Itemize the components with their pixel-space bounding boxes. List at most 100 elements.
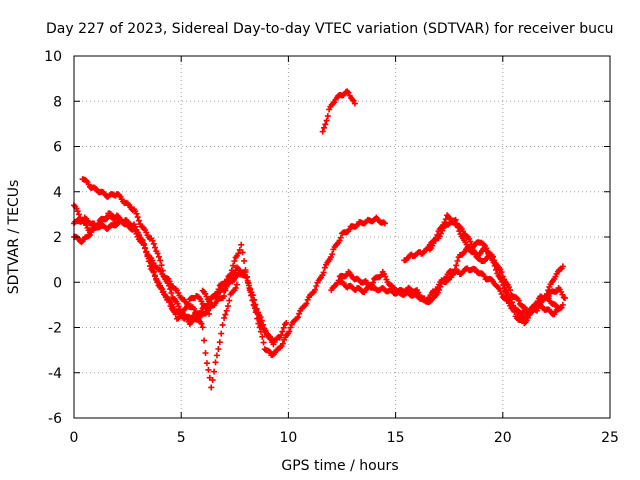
data-point	[135, 217, 142, 224]
data-point	[204, 307, 211, 314]
data-point	[157, 257, 164, 264]
data-point	[168, 289, 175, 296]
y-tick-label: 2	[53, 230, 62, 246]
data-point	[495, 265, 502, 272]
data-point	[279, 340, 286, 347]
y-tick-label: 4	[53, 185, 62, 201]
data-point	[555, 306, 562, 313]
data-point	[235, 250, 242, 257]
data-point	[283, 319, 290, 326]
data-point	[345, 89, 352, 96]
data-point	[245, 282, 252, 289]
data-point	[233, 281, 240, 288]
data-point	[278, 332, 285, 339]
y-tick-label: 0	[53, 275, 62, 291]
data-point	[257, 314, 264, 321]
data-point	[450, 269, 457, 276]
data-point	[132, 223, 139, 230]
data-point	[456, 228, 463, 235]
data-point	[248, 289, 255, 296]
series-trace-5	[319, 88, 358, 135]
x-tick-label: 5	[177, 430, 186, 446]
series-trace-4	[71, 212, 213, 322]
data-point	[134, 214, 141, 221]
data-point	[505, 296, 512, 303]
data-point	[313, 283, 320, 290]
data-point	[286, 328, 293, 335]
data-point	[257, 328, 264, 335]
data-point	[504, 292, 511, 299]
data-point	[511, 308, 518, 315]
data-point	[501, 284, 508, 291]
data-point	[279, 328, 286, 335]
data-point	[224, 303, 231, 310]
x-tick-label: 25	[601, 430, 619, 446]
data-point	[258, 317, 265, 324]
data-point	[322, 121, 329, 128]
data-point	[247, 286, 254, 293]
data-point	[192, 309, 199, 316]
data-point	[259, 333, 266, 340]
data-point	[453, 220, 460, 227]
data-point	[437, 283, 444, 290]
data-point	[502, 287, 509, 294]
data-point	[303, 300, 310, 307]
y-tick-label: -2	[48, 321, 62, 337]
data-point	[324, 113, 331, 120]
data-point	[172, 311, 179, 318]
data-point	[260, 321, 267, 328]
data-point	[133, 210, 140, 217]
data-point	[244, 277, 251, 284]
data-point	[515, 297, 522, 304]
data-point	[150, 240, 157, 247]
data-point	[198, 320, 205, 327]
data-point	[239, 249, 246, 256]
series-trace-10	[199, 271, 290, 348]
x-axis-label: GPS time / hours	[281, 458, 398, 474]
data-point	[249, 292, 256, 299]
y-axis-label: SDTVAR / TECUs	[6, 180, 22, 295]
data-point	[320, 269, 327, 276]
data-point	[158, 262, 165, 269]
data-point	[211, 368, 218, 375]
data-point	[86, 232, 93, 239]
data-point	[139, 237, 146, 244]
data-point	[251, 296, 258, 303]
data-point	[452, 266, 459, 273]
series-trace-9	[426, 212, 562, 327]
data-point	[199, 324, 206, 331]
data-point	[228, 267, 235, 274]
data-point	[223, 307, 230, 314]
data-point	[559, 263, 566, 270]
data-point	[499, 278, 506, 285]
data-point	[209, 377, 216, 384]
data-point	[227, 271, 234, 278]
data-point	[206, 310, 213, 317]
data-point	[453, 262, 460, 269]
data-point	[202, 349, 209, 356]
data-point	[320, 124, 327, 131]
data-point	[561, 295, 568, 302]
data-point	[216, 339, 223, 346]
x-tick-label: 10	[279, 430, 297, 446]
data-point	[149, 264, 156, 271]
ticks: 0 5 10 15 20 25 -6 -4 -2 0 2 4 6 8 10	[44, 49, 619, 446]
data-point	[175, 303, 182, 310]
data-point	[252, 301, 259, 308]
data-point	[454, 258, 461, 265]
data-point	[158, 285, 165, 292]
data-point	[243, 274, 250, 281]
data-points	[71, 88, 568, 391]
data-point	[455, 224, 462, 231]
data-point	[152, 244, 159, 251]
data-point	[312, 286, 319, 293]
data-point	[150, 268, 157, 275]
data-point	[436, 286, 443, 293]
data-point	[226, 297, 233, 304]
x-tick-label: 0	[70, 430, 79, 446]
y-tick-label: 10	[44, 49, 62, 65]
data-point	[218, 330, 225, 337]
data-point	[241, 257, 248, 264]
data-point	[294, 314, 301, 321]
